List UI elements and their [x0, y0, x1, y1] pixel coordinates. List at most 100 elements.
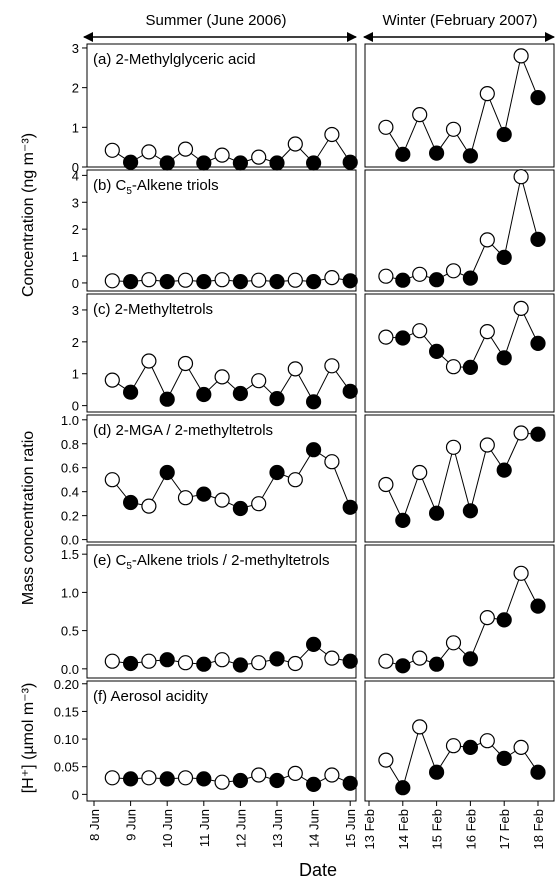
summer-day-point [214, 147, 230, 163]
summer-night-point [123, 655, 139, 672]
summer-day-point [287, 136, 303, 152]
winter-day-point [445, 263, 462, 279]
summer-night-point [342, 499, 358, 515]
summer-night-point [196, 274, 212, 290]
winter-night-point [530, 89, 546, 106]
summer-plot-frame [86, 414, 357, 543]
summer-day-point [287, 272, 303, 288]
summer-day-point [104, 372, 120, 388]
summer-day-point [251, 655, 267, 671]
winter-line [385, 572, 539, 667]
y-tick-label: 2 [72, 335, 79, 350]
summer-day-point [324, 454, 340, 470]
winter-day-point [445, 439, 462, 455]
summer-day-point [141, 653, 157, 669]
summer-night-point [269, 464, 285, 481]
summer-night-point [306, 394, 322, 410]
summer-night-point [306, 776, 322, 793]
summer-day-point [324, 270, 340, 286]
summer-day-point [287, 655, 303, 672]
winter-line [385, 725, 539, 789]
summer-day-point [287, 472, 303, 488]
winter-day-point [479, 733, 495, 749]
winter-night-point [429, 272, 445, 288]
summer-night-point [342, 383, 358, 399]
y-tick-label: 0.6 [61, 461, 79, 476]
summer-day-point [141, 353, 157, 369]
winter-night-point [496, 462, 512, 478]
summer-day-point [104, 273, 120, 289]
x-tick-label: 13 Jun [270, 809, 285, 848]
summer-day-point [104, 770, 120, 786]
summer-night-point [196, 486, 212, 502]
summer-night-point [159, 771, 175, 787]
summer-night-point [269, 772, 285, 789]
winter-day-point [378, 476, 394, 493]
summer-day-point [141, 498, 157, 514]
summer-night-point [232, 155, 248, 171]
winter-day-point [479, 609, 495, 626]
summer-day-point [141, 272, 157, 288]
summer-day-point [214, 652, 230, 668]
summer-plot-frame [86, 680, 357, 802]
y-tick-label: 0.20 [54, 677, 79, 692]
winter-night-point [429, 764, 445, 780]
winter-night-point [462, 503, 478, 519]
y-tick-label: 0.15 [54, 704, 79, 719]
summer-night-point [159, 652, 175, 668]
x-tick-label: 16 Feb [463, 809, 478, 849]
summer-night-point [196, 386, 212, 403]
x-tick-label: 15 Jun [343, 809, 358, 848]
summer-day-point [141, 144, 157, 160]
summer-night-point [196, 771, 212, 787]
summer-night-point [269, 155, 285, 171]
summer-night-point [306, 442, 322, 458]
summer-night-point [159, 274, 175, 290]
panel-b: 0 1 2 3 4 (b) C5-Alkene triols [72, 168, 555, 292]
summer-day-point [141, 770, 157, 786]
x-tick-label: 13 Feb [362, 809, 377, 849]
y-tick-label: 2 [72, 81, 79, 96]
winter-day-point [378, 119, 394, 135]
winter-line [385, 176, 539, 281]
summer-night-point [123, 771, 139, 787]
summer-night-point [196, 155, 212, 171]
y-tick-label: 1.0 [61, 585, 79, 600]
winter-night-point [496, 612, 512, 628]
summer-night-point [123, 384, 139, 400]
winter-day-point [445, 635, 462, 651]
summer-plot-frame [86, 544, 357, 679]
summer-day-point [287, 765, 303, 782]
winter-night-point [530, 335, 546, 351]
winter-night-point [496, 750, 512, 767]
x-tick-label: 10 Jun [160, 809, 175, 848]
y-tick-label: 1 [72, 249, 79, 264]
y-tick-label: 0.4 [61, 485, 79, 500]
y-tick-label: 3 [72, 41, 79, 56]
winter-day-point [378, 653, 394, 669]
winter-plot-frame [364, 293, 555, 413]
y-tick-label: 0 [72, 399, 79, 414]
winter-night-point [530, 598, 546, 614]
winter-night-point [429, 145, 445, 161]
winter-day-point [479, 85, 495, 102]
summer-day-point [177, 141, 194, 157]
summer-day-point [177, 355, 194, 372]
summer-night-point [232, 500, 248, 517]
summer-day-point [324, 126, 340, 143]
y-tick-label: 0 [72, 787, 79, 802]
winter-day-point [378, 268, 394, 284]
summer-plot-frame [86, 43, 357, 168]
winter-night-point [395, 146, 411, 162]
winter-night-point [462, 148, 478, 164]
summer-night-point [232, 385, 248, 402]
summer-day-point [324, 767, 340, 783]
summer-night-point [196, 656, 212, 672]
winter-night-point [462, 739, 478, 756]
winter-day-point [412, 464, 428, 481]
winter-night-point [530, 231, 546, 247]
winter-night-point [462, 359, 478, 375]
summer-day-point [104, 142, 120, 158]
summer-night-point [232, 274, 248, 290]
winter-day-point [513, 169, 529, 185]
